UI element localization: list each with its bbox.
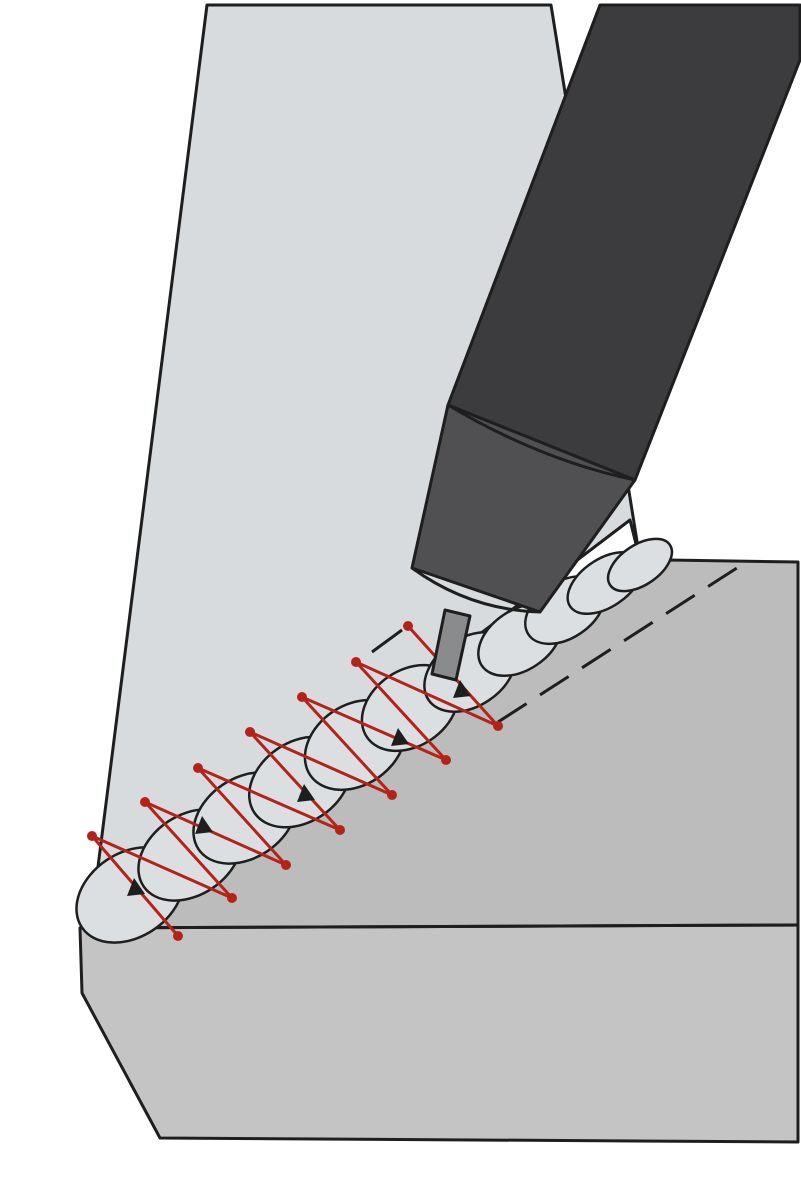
weave-vertex-dot [227, 893, 237, 903]
weave-vertex-dot [140, 797, 150, 807]
hidden-edge-line-2 [371, 628, 403, 654]
weave-vertex-dot [297, 692, 307, 702]
weave-vertex-dot [281, 860, 291, 870]
weave-vertex-dot [493, 721, 503, 731]
vertical-plate-face [88, 3, 642, 932]
weld-bead-icon [75, 537, 674, 944]
torch-nozzle-seam [447, 403, 636, 482]
weave-vertex-dot [87, 831, 97, 841]
weave-vertex-dot [387, 790, 397, 800]
base-plate-front-face [78, 923, 800, 1144]
weave-vertex-dot [173, 931, 183, 941]
electrode-wire-icon [430, 608, 472, 682]
torch-barrel [446, 3, 801, 482]
welding-torch-icon [410, 3, 801, 682]
weave-direction-arrow [453, 680, 471, 698]
weave-vertex-dot [245, 727, 255, 737]
weave-direction-arrow [297, 784, 315, 802]
weave-direction-arrow [391, 728, 409, 746]
weave-vertex-dot [441, 755, 451, 765]
torch-nozzle-tip [411, 566, 541, 614]
weld-bead-ripple [606, 537, 674, 593]
base-plate-icon [78, 558, 800, 1144]
weave-vertex-dot [403, 621, 413, 631]
weave-vertex-dot [193, 763, 203, 773]
base-plate-edge [78, 923, 800, 930]
weave-vertex-dot [335, 825, 345, 835]
weave-path-line [90, 624, 500, 937]
vertical-plate-icon [88, 3, 642, 932]
weave-direction-arrow [195, 816, 213, 834]
weave-direction-arrow [127, 878, 145, 896]
weave-vertex-dot [351, 657, 361, 667]
weave-pattern-icon [87, 621, 503, 941]
